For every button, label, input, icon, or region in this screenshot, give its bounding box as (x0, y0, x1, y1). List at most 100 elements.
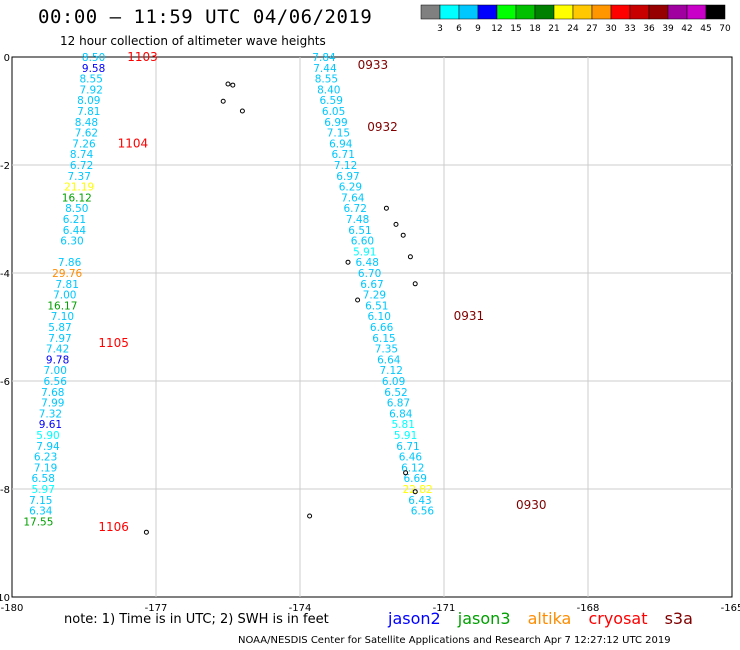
color-scale-label: 21 (548, 24, 559, 34)
data-point: 29.76 (52, 268, 82, 280)
color-scale-label: 15 (510, 24, 521, 34)
data-point: 6.94 (329, 138, 353, 150)
data-point: 7.26 (72, 138, 96, 150)
color-scale-swatch (686, 4, 707, 20)
data-point: 6.56 (44, 376, 68, 388)
data-point: 21.19 (64, 182, 94, 194)
data-point: 6.10 (368, 311, 391, 323)
data-point: 6.23 (34, 452, 57, 464)
data-point: 6.71 (396, 441, 419, 453)
data-point: 9.61 (39, 419, 62, 431)
legend-jason3: jason3 (457, 609, 511, 628)
data-point: 6.52 (384, 387, 407, 399)
data-point: 6.71 (332, 149, 355, 161)
track-label: 0931 (454, 309, 485, 323)
data-point: 6.72 (70, 160, 93, 172)
data-point: 8.55 (315, 74, 338, 86)
y-tick-label: -10 (0, 593, 10, 604)
island-outline (383, 205, 389, 211)
color-scale-label: 70 (719, 24, 731, 34)
color-scale-swatch (458, 4, 479, 20)
chart-subtitle: 12 hour collection of altimeter wave hei… (60, 34, 326, 48)
data-point: 8.48 (75, 117, 98, 129)
island-outline (355, 297, 361, 303)
data-point: 6.44 (63, 225, 87, 237)
color-scale-swatch (591, 4, 612, 20)
data-point: 7.00 (53, 290, 76, 302)
island-outline (400, 232, 406, 238)
x-tick-label: -165 (721, 603, 740, 614)
data-point: 6.87 (387, 398, 410, 410)
data-point: 7.15 (29, 495, 52, 507)
data-point: 6.99 (324, 117, 347, 129)
color-scale-label: 30 (605, 24, 617, 34)
data-point: 7.42 (46, 344, 69, 356)
data-point: 6.56 (411, 506, 435, 518)
legend-jason2: jason2 (388, 609, 441, 628)
data-point: 7.35 (375, 344, 398, 356)
data-point: 6.66 (370, 322, 394, 334)
island-outline (393, 221, 399, 227)
color-scale-label: 45 (700, 24, 711, 34)
color-scale-label: 9 (475, 24, 481, 34)
data-point: 6.69 (404, 473, 427, 485)
data-point: 5.87 (48, 322, 71, 334)
island-outline (143, 529, 149, 535)
data-point: 6.60 (351, 236, 374, 248)
data-point: 7.94 (36, 441, 60, 453)
data-point: 8.40 (317, 84, 340, 96)
data-point: 6.51 (348, 225, 371, 237)
track-label: 1104 (118, 136, 149, 150)
color-scale-swatch (439, 4, 460, 20)
data-point: 7.62 (75, 128, 98, 140)
data-point: 6.51 (365, 300, 388, 312)
data-point: 6.29 (339, 182, 362, 194)
color-scale-label: 3 (437, 24, 443, 34)
color-scale-swatch (553, 4, 574, 20)
data-point: 7.19 (34, 462, 57, 474)
island-outline (220, 98, 226, 104)
data-point: 5.90 (36, 430, 59, 442)
island-outline (412, 281, 418, 287)
data-point: 7.68 (41, 387, 64, 399)
data-point: 7.92 (80, 84, 103, 96)
data-point: 8.55 (80, 74, 103, 86)
data-point: 7.44 (313, 63, 337, 75)
color-scale-swatch (477, 4, 498, 20)
data-point: 16.17 (47, 300, 77, 312)
data-point: 8.50 (65, 203, 88, 215)
credit-line: NOAA/NESDIS Center for Satellite Applica… (238, 635, 671, 646)
x-tick-label: -180 (1, 603, 24, 614)
x-tick-label: -177 (145, 603, 168, 614)
track-label: 1103 (127, 50, 158, 64)
y-tick-label: -8 (0, 485, 10, 496)
data-point: 6.30 (60, 236, 83, 248)
data-point: 16.12 (62, 192, 92, 204)
color-scale-label: 36 (643, 24, 655, 34)
data-point: 7.84 (312, 52, 336, 64)
island-outline (230, 82, 236, 88)
color-scale-swatch (420, 4, 441, 20)
track-label: 1106 (98, 520, 129, 534)
color-scale-swatch (648, 4, 669, 20)
color-scale-label: 12 (491, 24, 502, 34)
data-point: 6.43 (408, 495, 431, 507)
data-point: 7.12 (380, 365, 403, 377)
data-point: 6.84 (389, 408, 413, 420)
color-scale-label: 6 (456, 24, 462, 34)
track-label: 0933 (358, 58, 389, 72)
island-outline (225, 81, 231, 87)
data-point: 7.29 (363, 290, 386, 302)
data-point: 7.81 (77, 106, 100, 118)
legend-altika: altika (527, 609, 572, 628)
data-point: 6.34 (29, 506, 53, 518)
data-point: 7.12 (334, 160, 357, 172)
data-point: 6.64 (377, 354, 401, 366)
color-scale-swatch (667, 4, 688, 20)
island-outline (307, 513, 313, 519)
color-scale-swatch (534, 4, 555, 20)
data-point: 9.78 (46, 354, 69, 366)
track-label: 1105 (98, 336, 129, 350)
data-point: 8.74 (70, 149, 94, 161)
